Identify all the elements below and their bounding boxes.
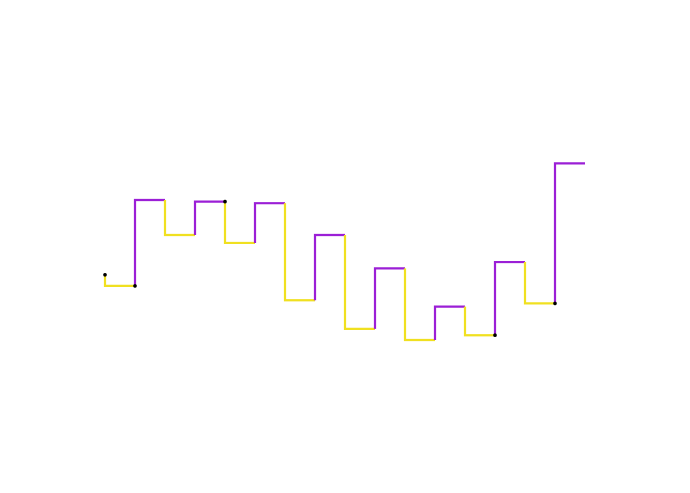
data-point-13 xyxy=(493,333,497,338)
step-segment-9 xyxy=(373,267,405,329)
step-segment-4 xyxy=(223,201,255,245)
data-point-4 xyxy=(223,199,227,204)
step-segments xyxy=(103,162,585,342)
step-segment-2 xyxy=(163,200,195,237)
step-segment-5 xyxy=(253,202,285,243)
step-segment-1 xyxy=(133,198,165,286)
step-segment-10 xyxy=(403,268,435,342)
step-segment-3 xyxy=(193,200,225,235)
data-point-15 xyxy=(553,301,557,306)
point-markers xyxy=(103,199,557,338)
step-segment-13 xyxy=(493,260,525,336)
data-point-0 xyxy=(103,272,107,277)
step-segment-12 xyxy=(463,306,495,337)
step-segment-14 xyxy=(523,262,555,305)
step-segment-6 xyxy=(283,203,315,302)
step-segment-15 xyxy=(553,162,585,304)
step-segment-8 xyxy=(343,235,375,330)
step-segment-7 xyxy=(313,233,345,301)
step-segment-0 xyxy=(103,274,135,288)
data-point-1 xyxy=(133,284,137,288)
step-segment-11 xyxy=(433,305,465,340)
